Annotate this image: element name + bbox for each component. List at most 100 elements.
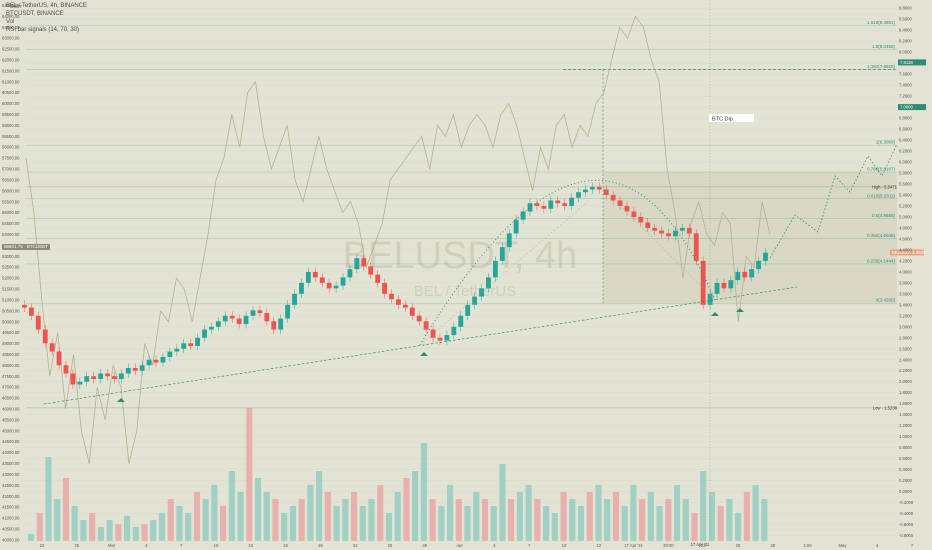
left-axis[interactable]: 64500.00 64000.00 63500.00 63000.00 62500.00… (2, 3, 20, 542)
candle-body (742, 271, 748, 278)
candle-body (77, 381, 83, 385)
right-axis-tick-label: 6.0000 (899, 160, 912, 165)
x-axis-tick-label: 13 (596, 543, 601, 548)
right-axis-tick-label: 6.8000 (899, 116, 912, 121)
volume-bar (211, 485, 218, 541)
buy-signal-triangle (420, 352, 428, 356)
volume-bar (167, 499, 174, 541)
volume-bar (115, 524, 122, 541)
right-axis-tick-label: 8.6000 (899, 17, 912, 22)
x-axis-tick-label: 17 Apr '21 (624, 543, 643, 548)
series2-label[interactable]: BTCUSDT, BINANCE (6, 11, 64, 17)
candle-body (534, 203, 540, 206)
cup-guide-right (599, 184, 716, 301)
candle-body (209, 326, 214, 330)
x-axis[interactable]: 22 25 Mar 4 7 10 13 16 19 22 25 29 Apr 4 7 10 13 17 Apr '… (40, 543, 914, 548)
right-axis-tick-label: 0.4000 (899, 467, 912, 472)
volume-bar (726, 499, 733, 541)
candle-body (195, 337, 200, 347)
right-axis-tick-label: 3.2000 (899, 313, 912, 318)
candle-body (319, 277, 325, 283)
volume-bar (752, 485, 759, 541)
right-axis-tick-label: 2.0000 (899, 379, 912, 384)
candle-body (326, 282, 332, 289)
right-axis-tag-label: 7.0000 (900, 105, 913, 110)
candle-body (416, 315, 422, 322)
left-axis-tick-label: 49500.00 (2, 330, 20, 335)
right-axis[interactable]: 8.80008.60008.40008.20008.00007.80007.60… (898, 6, 926, 538)
x-axis-tick-label: 22 (40, 543, 45, 548)
volume-bar (490, 506, 497, 541)
candle-body (375, 274, 381, 283)
candle-body (659, 230, 665, 234)
candle-body (139, 365, 145, 371)
volume-bar (316, 471, 323, 541)
usdt-badge: USDT (10, 4, 23, 9)
left-axis-tick-label: 44500.00 (2, 439, 20, 444)
left-axis-tick-label: 57000.00 (2, 167, 20, 172)
fib-level-label: 1.382(7.6826) (867, 64, 896, 69)
candle-body (250, 310, 256, 316)
right-axis-tick-label: 2.2000 (899, 368, 912, 373)
left-axis-tick-label: 47500.00 (2, 374, 20, 379)
left-axis-tick-label: 62000.00 (2, 57, 20, 62)
left-axis-tick-label: 53000.00 (2, 254, 20, 259)
x-axis-tick-label: Apr (456, 543, 463, 548)
candle-body (264, 313, 270, 322)
left-axis-tick-label: 63000.00 (2, 36, 20, 41)
left-axis-tick-label: 52000.00 (2, 276, 20, 281)
buy-signal-triangle (736, 308, 744, 312)
fib-level-label: 0(3.4290) (876, 298, 896, 303)
x-axis-tick-label: 10 (214, 543, 219, 548)
x-axis-tick-label: 22 (353, 543, 358, 548)
right-axis-tick-label: 4.8000 (899, 225, 912, 230)
x-axis-tick-label: 19 (318, 543, 323, 548)
candle-body (583, 189, 588, 193)
right-axis-tick-label: 8.2000 (899, 39, 912, 44)
candle-body (271, 321, 277, 330)
right-axis-tick-label: 0.8000 (899, 445, 912, 450)
x-axis-tick-label: 29 (422, 543, 427, 548)
right-axis-tick-label: 3.0000 (899, 324, 912, 329)
x-axis-tick-label: 7 (180, 543, 183, 548)
x-axis-tick-label: 28 (770, 543, 775, 548)
right-axis-tick-label: 7.6000 (899, 72, 912, 77)
candle-body (763, 252, 768, 261)
volume-bar (333, 506, 340, 541)
volume-bar (150, 520, 157, 541)
volume-bar (682, 499, 689, 541)
candle-body (63, 365, 69, 374)
volume-label[interactable]: Vol (6, 19, 15, 25)
volume-bar (132, 527, 139, 541)
x-axis-tick-label: 20:00 (663, 543, 674, 548)
symbol-title[interactable]: BEL / TetherUS, 4h, BINANCE (6, 3, 88, 9)
buy-signal-triangle (711, 312, 719, 316)
x-axis-tick-label: 10 (562, 543, 567, 548)
left-axis-tick-label: 50500.00 (2, 308, 20, 313)
volume-bar (263, 492, 270, 541)
candle-body (589, 186, 595, 190)
fib-level-label: 1.5(8.0458) (872, 44, 896, 49)
left-axis-tick-label: 40500.00 (2, 527, 20, 532)
left-axis-tick-label: 61000.00 (2, 79, 20, 84)
fib-level-label: 1.618(8.4881) (867, 20, 896, 25)
indicator-label[interactable]: RSI bar signals (14, 70, 30) (6, 27, 80, 33)
volume-bar (447, 485, 454, 541)
right-axis-tick-label: 8.4000 (899, 28, 912, 33)
volume-bar (307, 485, 314, 541)
volume-bar (228, 471, 235, 541)
candle-body (541, 205, 547, 209)
right-axis-tag (898, 104, 926, 111)
candle-body (42, 329, 48, 344)
volume-bar (665, 499, 672, 541)
volume-bar (473, 492, 480, 541)
candle-body (333, 285, 339, 289)
candles (22, 182, 768, 389)
left-axis-tick-label: 41000.00 (2, 516, 20, 521)
volume-bar (761, 499, 768, 541)
candle-body (382, 282, 387, 294)
candle-body (292, 293, 297, 305)
volume-bar (272, 499, 279, 541)
right-axis-tick-label: 1.8000 (899, 390, 912, 395)
